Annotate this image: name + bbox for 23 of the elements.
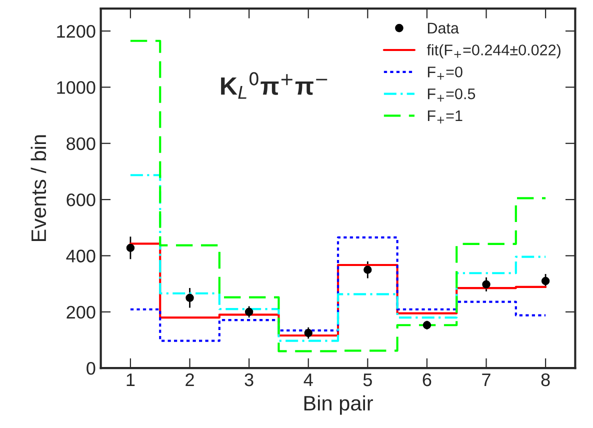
annotation: K$_{L}$$^{0}$π$^{+}$π$^{−}$ — [221, 72, 328, 99]
legend-label: F$_{+}$=0 — [428, 66, 462, 80]
legend-label: Data — [428, 22, 459, 34]
y-tick-label: 600 — [66, 193, 96, 206]
x-tick-label: 1 — [126, 374, 135, 386]
y-tick-label: 1000 — [57, 81, 96, 94]
x-tick-label: 2 — [186, 373, 194, 386]
legend-label: fit(F$_{+}$=0.244±0.022) — [426, 44, 560, 58]
y-tick-label: 200 — [66, 306, 96, 319]
x-tick-label: 6 — [422, 373, 432, 386]
x-tick-label: 4 — [304, 374, 313, 386]
x-axis-title: Bin pair — [304, 395, 373, 415]
x-tick-label: 7 — [482, 374, 490, 386]
legend-label: F$_{+}$=1 — [428, 110, 462, 124]
y-tick-label: 0 — [86, 362, 96, 375]
y-tick-label: 1200 — [57, 24, 96, 38]
x-tick-label: 3 — [244, 373, 254, 386]
x-tick-label: 5 — [363, 374, 372, 386]
y-tick-label: 400 — [66, 250, 96, 262]
x-tick-label: 8 — [541, 373, 550, 386]
legend-label: F$_{+}$=0.5 — [428, 88, 476, 102]
y-axis-title: Events / bin — [30, 135, 46, 242]
y-tick-label: 800 — [66, 137, 96, 150]
